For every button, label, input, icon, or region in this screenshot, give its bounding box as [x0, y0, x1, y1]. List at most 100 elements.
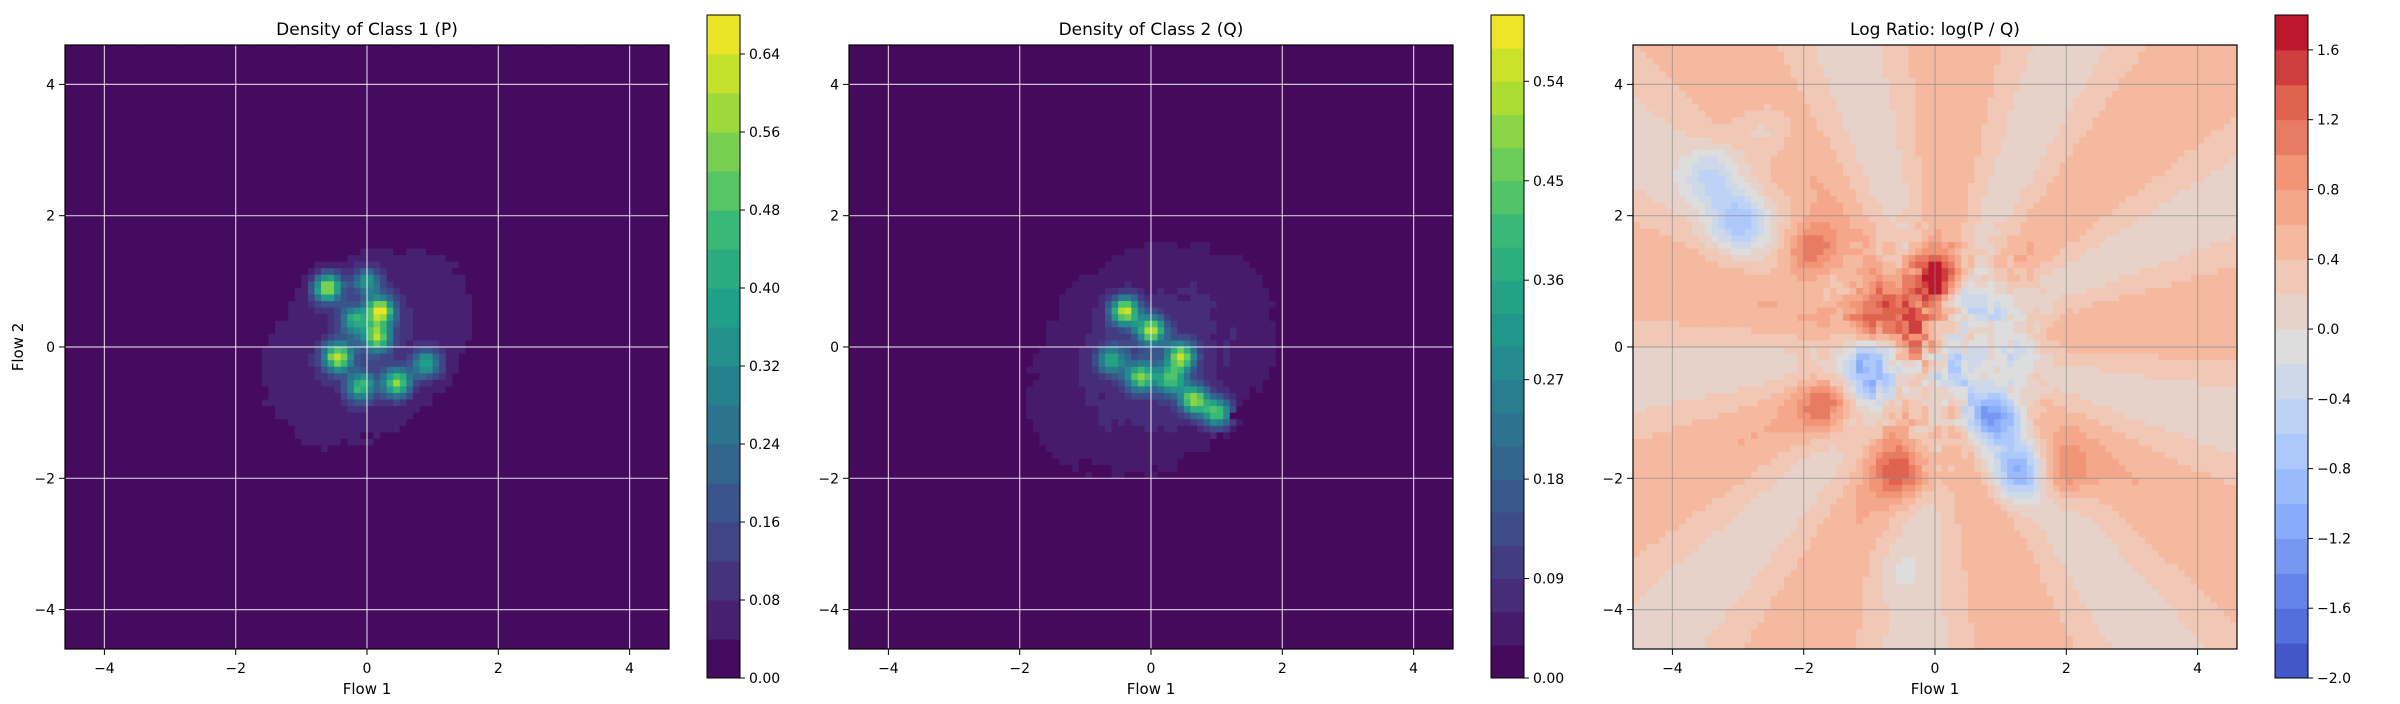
heatmap-cell: [268, 90, 276, 99]
heatmap-cell: [176, 412, 184, 420]
heatmap-cell: [301, 143, 309, 151]
heatmap-cell: [97, 419, 105, 427]
heatmap-cell: [353, 373, 362, 381]
heatmap-cell: [412, 635, 421, 644]
heatmap-cell: [321, 616, 329, 624]
heatmap-cell: [386, 130, 394, 138]
heatmap-cell: [307, 543, 316, 552]
heatmap-cell: [314, 478, 322, 486]
heatmap-cell: [65, 209, 73, 217]
heatmap-cell: [117, 77, 125, 85]
heatmap-cell: [65, 340, 73, 348]
heatmap-cell: [248, 327, 256, 335]
heatmap-cell: [301, 603, 309, 611]
heatmap-cell: [91, 71, 99, 79]
heatmap-cell: [202, 629, 211, 637]
heatmap-cell: [202, 353, 211, 361]
heatmap-cell: [399, 603, 407, 611]
heatmap-cell: [373, 136, 381, 145]
heatmap-cell: [130, 156, 138, 164]
heatmap-cell: [189, 419, 197, 427]
heatmap-cell: [170, 90, 178, 99]
heatmap-cell: [294, 333, 302, 342]
heatmap-cell: [156, 209, 165, 217]
heatmap-cell: [143, 136, 151, 145]
heatmap-cell: [124, 248, 132, 256]
heatmap-cell: [360, 629, 368, 637]
heatmap-cell: [275, 169, 283, 177]
heatmap-cell: [97, 432, 105, 440]
heatmap-cell: [268, 530, 276, 538]
heatmap-cell: [380, 524, 388, 532]
heatmap-cell: [183, 498, 191, 506]
heatmap-cell: [419, 169, 427, 177]
heatmap-cell: [334, 576, 342, 584]
heatmap-cell: [386, 589, 394, 598]
heatmap-cell: [209, 136, 217, 145]
heatmap-cell: [65, 458, 73, 466]
heatmap-cell: [97, 90, 105, 99]
heatmap-cell: [229, 176, 237, 184]
heatmap-cell: [104, 136, 112, 145]
heatmap-cell: [268, 150, 276, 158]
heatmap-cell: [189, 642, 197, 649]
heatmap-cell: [367, 268, 375, 276]
heatmap-cell: [143, 314, 151, 322]
heatmap-cell: [393, 432, 401, 440]
heatmap-cell: [117, 373, 125, 381]
heatmap-cell: [84, 445, 92, 453]
heatmap-cell: [327, 438, 335, 447]
heatmap-cell: [183, 333, 191, 342]
heatmap-cell: [104, 130, 112, 138]
heatmap-cell: [393, 176, 401, 184]
heatmap-cell: [170, 202, 178, 210]
heatmap-cell: [189, 471, 197, 479]
heatmap-cell: [327, 458, 335, 466]
heatmap-cell: [84, 90, 92, 99]
heatmap-cell: [294, 392, 302, 401]
heatmap-cell: [261, 563, 270, 571]
heatmap-cell: [275, 609, 283, 617]
heatmap-cell: [386, 438, 394, 447]
heatmap-cell: [380, 622, 388, 630]
heatmap-cell: [183, 97, 191, 105]
heatmap-cell: [84, 123, 92, 131]
heatmap-cell: [412, 386, 421, 394]
heatmap-cell: [412, 222, 421, 230]
heatmap-cell: [124, 537, 132, 545]
heatmap-cell: [281, 136, 289, 145]
heatmap-cell: [268, 425, 276, 433]
heatmap-cell: [242, 452, 250, 460]
heatmap-cell: [65, 117, 73, 125]
heatmap-cell: [183, 45, 191, 53]
heatmap-cell: [386, 471, 394, 479]
heatmap-cell: [281, 438, 289, 447]
heatmap-cell: [222, 498, 230, 506]
heatmap-cell: [334, 110, 342, 118]
heatmap-cell: [347, 609, 355, 617]
heatmap-cell: [124, 156, 132, 164]
heatmap-cell: [163, 458, 171, 466]
heatmap-cell: [334, 117, 342, 125]
heatmap-cell: [275, 327, 283, 335]
heatmap-cell: [97, 347, 105, 355]
heatmap-cell: [222, 110, 230, 118]
heatmap-cell: [255, 143, 263, 151]
heatmap-cell: [229, 268, 237, 276]
heatmap-cell: [202, 117, 211, 125]
heatmap-cell: [373, 123, 381, 131]
heatmap-cell: [261, 511, 270, 519]
heatmap-cell: [183, 563, 191, 571]
heatmap-cell: [373, 117, 381, 125]
heatmap-cell: [406, 130, 414, 138]
heatmap-cell: [189, 327, 197, 335]
heatmap-cell: [229, 117, 237, 125]
heatmap-cell: [202, 471, 211, 479]
heatmap-cell: [183, 130, 191, 138]
heatmap-cell: [380, 478, 388, 486]
heatmap-cell: [91, 609, 99, 617]
heatmap-cell: [183, 432, 191, 440]
heatmap-cell: [340, 635, 348, 644]
heatmap-cell: [124, 340, 132, 348]
heatmap-cell: [248, 182, 256, 191]
